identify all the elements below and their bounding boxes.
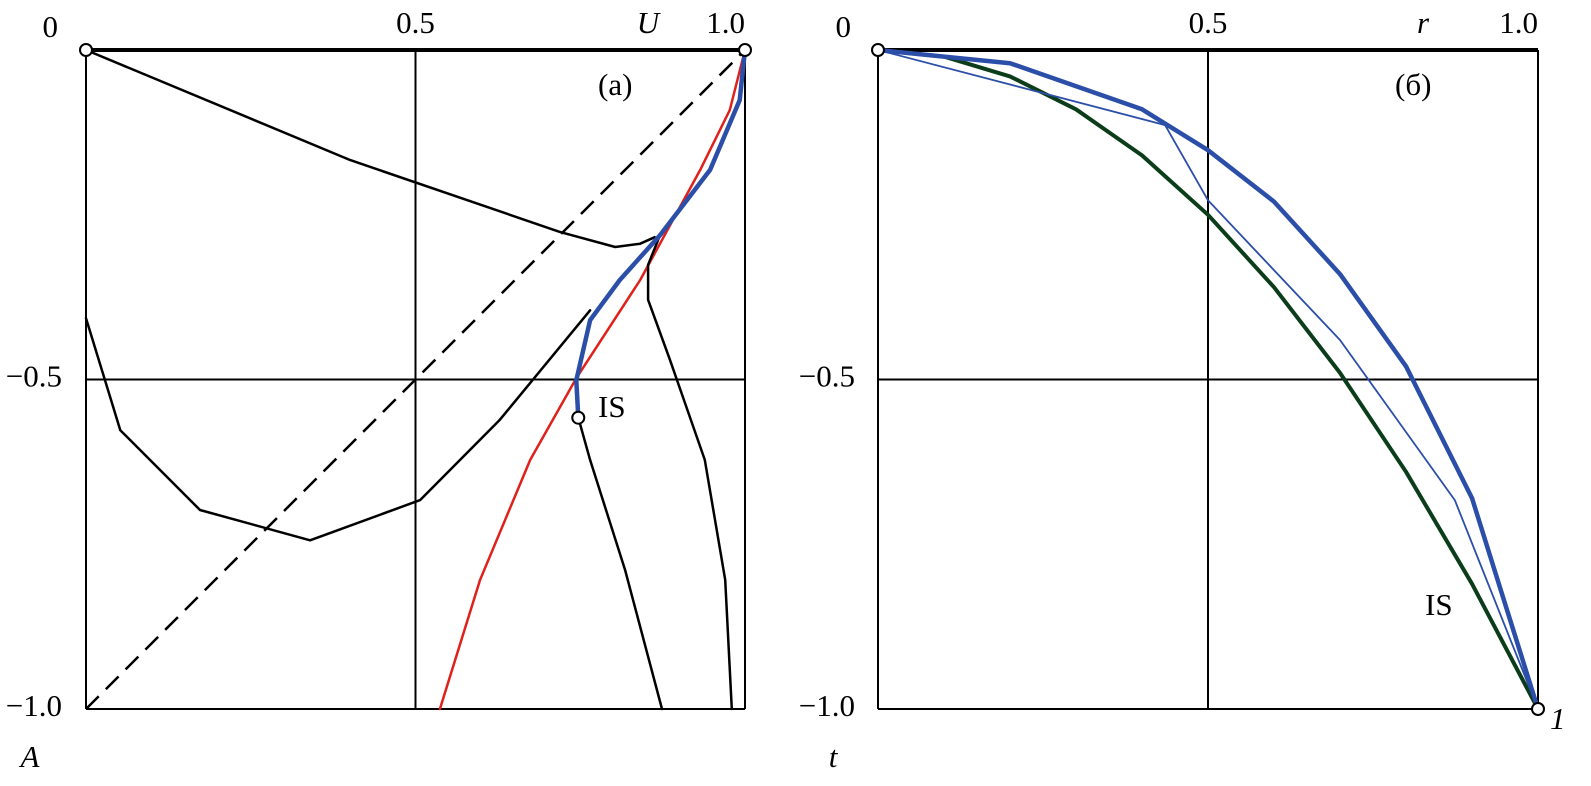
point-marker [571,410,586,425]
x-tick-label: 0.5 [1189,5,1228,40]
point-marker [871,43,885,57]
x-tick-label: 1.0 [1499,5,1538,40]
annotation: IS [598,389,626,424]
y-axis-label: A [19,739,41,774]
curve [438,48,747,711]
x-axis-label: U [637,5,662,40]
curve [574,47,748,420]
curve [875,47,1541,712]
curve [876,48,1540,711]
curve [84,48,656,249]
curve [84,309,592,542]
x-tick-label: 1.0 [706,5,745,40]
y-tick-label: −1.0 [6,688,62,723]
y-tick-label: 0 [836,9,852,44]
point-marker [79,43,93,57]
curve [877,49,1539,710]
point-marker [1531,702,1545,716]
annotation: IS [1425,587,1453,622]
curve [85,49,746,710]
y-tick-label: −0.5 [6,359,62,394]
y-tick-label: −0.5 [799,359,855,394]
y-axis-label: t [829,739,839,774]
y-tick-label: −1.0 [799,688,855,723]
x-axis-label: r [1417,5,1430,40]
x-tick-label: 0.5 [396,5,435,40]
curve [577,416,664,711]
annotation: (б) [1395,67,1431,102]
curve [646,233,734,711]
y-tick-label: 0 [43,9,59,44]
annotation: 1 [1550,701,1566,736]
point-marker [738,43,752,57]
annotation: (a) [598,67,632,102]
